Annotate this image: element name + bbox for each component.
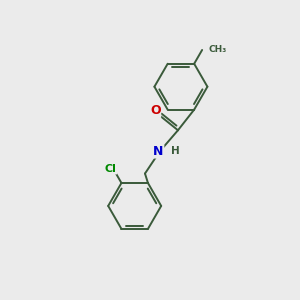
Text: N: N <box>153 145 164 158</box>
Text: H: H <box>171 146 179 157</box>
Text: CH₃: CH₃ <box>208 45 227 54</box>
Text: Cl: Cl <box>105 164 117 174</box>
Text: O: O <box>150 104 160 117</box>
